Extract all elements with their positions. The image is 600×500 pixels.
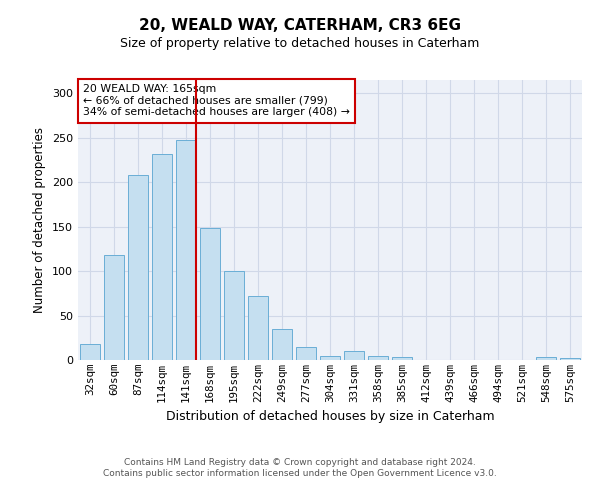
Bar	[344, 351, 364, 360]
Bar	[272, 329, 292, 360]
Text: Size of property relative to detached houses in Caterham: Size of property relative to detached ho…	[121, 38, 479, 51]
Bar	[104, 255, 124, 360]
Bar	[152, 154, 172, 360]
Bar	[296, 346, 316, 360]
Bar	[392, 358, 412, 360]
Bar	[200, 228, 220, 360]
Bar	[368, 356, 388, 360]
Bar	[560, 358, 580, 360]
Text: 20, WEALD WAY, CATERHAM, CR3 6EG: 20, WEALD WAY, CATERHAM, CR3 6EG	[139, 18, 461, 32]
X-axis label: Distribution of detached houses by size in Caterham: Distribution of detached houses by size …	[166, 410, 494, 423]
Bar	[80, 344, 100, 360]
Bar	[536, 358, 556, 360]
Bar	[128, 175, 148, 360]
Bar	[176, 140, 196, 360]
Y-axis label: Number of detached properties: Number of detached properties	[34, 127, 46, 313]
Bar	[224, 271, 244, 360]
Text: 20 WEALD WAY: 165sqm
← 66% of detached houses are smaller (799)
34% of semi-deta: 20 WEALD WAY: 165sqm ← 66% of detached h…	[83, 84, 350, 117]
Text: Contains HM Land Registry data © Crown copyright and database right 2024.
Contai: Contains HM Land Registry data © Crown c…	[103, 458, 497, 477]
Bar	[248, 296, 268, 360]
Bar	[320, 356, 340, 360]
